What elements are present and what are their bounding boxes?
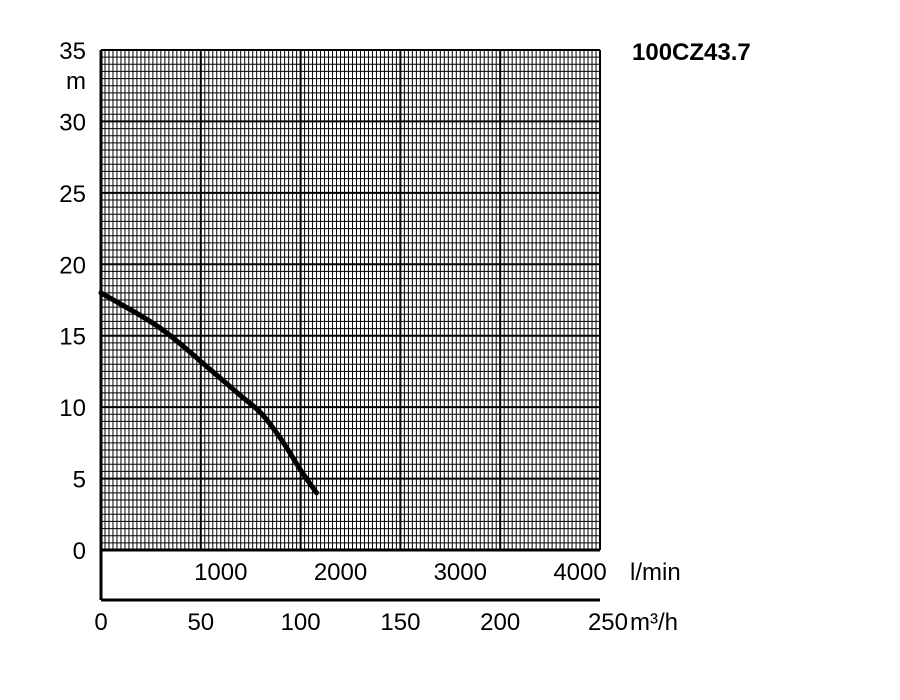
x-tick-label-m3h: 50 bbox=[187, 609, 214, 636]
x-axis-unit-m3h: m³/h bbox=[630, 609, 678, 636]
x-tick-label-m3h: 0 bbox=[94, 609, 107, 636]
y-tick-label: 30 bbox=[59, 109, 86, 136]
y-tick-label: 25 bbox=[59, 181, 86, 208]
x-tick-label-lpm: 3000 bbox=[434, 559, 487, 586]
x-tick-label-m3h: 250 bbox=[588, 609, 628, 636]
y-tick-label: 0 bbox=[73, 538, 86, 565]
tick-labels: 0 5 10 15 20 25 30 35 0 50 100 150 200 250 1000 2000 300… bbox=[59, 38, 628, 636]
axes bbox=[99, 49, 601, 602]
x-tick-label-m3h: 100 bbox=[281, 609, 321, 636]
chart-title: 100CZ43.7 bbox=[632, 39, 751, 66]
x-tick-label-m3h: 150 bbox=[380, 609, 420, 636]
y-tick-label: 10 bbox=[59, 395, 86, 422]
y-tick-label: 20 bbox=[59, 252, 86, 279]
y-tick-label: 35 bbox=[59, 38, 86, 65]
series-layer bbox=[98, 290, 320, 496]
minor-grid bbox=[101, 50, 600, 550]
x-tick-label-lpm: 2000 bbox=[314, 559, 367, 586]
x-tick-label-lpm: 1000 bbox=[194, 559, 247, 586]
head-flow-curve bbox=[98, 290, 320, 496]
x-tick-label-m3h: 200 bbox=[480, 609, 520, 636]
y-axis-unit: m bbox=[66, 68, 86, 95]
y-tick-label: 5 bbox=[73, 467, 86, 494]
x-tick-label-lpm: 4000 bbox=[553, 559, 606, 586]
y-tick-label: 15 bbox=[59, 324, 86, 351]
x-axis-unit-lpm: l/min bbox=[630, 559, 681, 586]
